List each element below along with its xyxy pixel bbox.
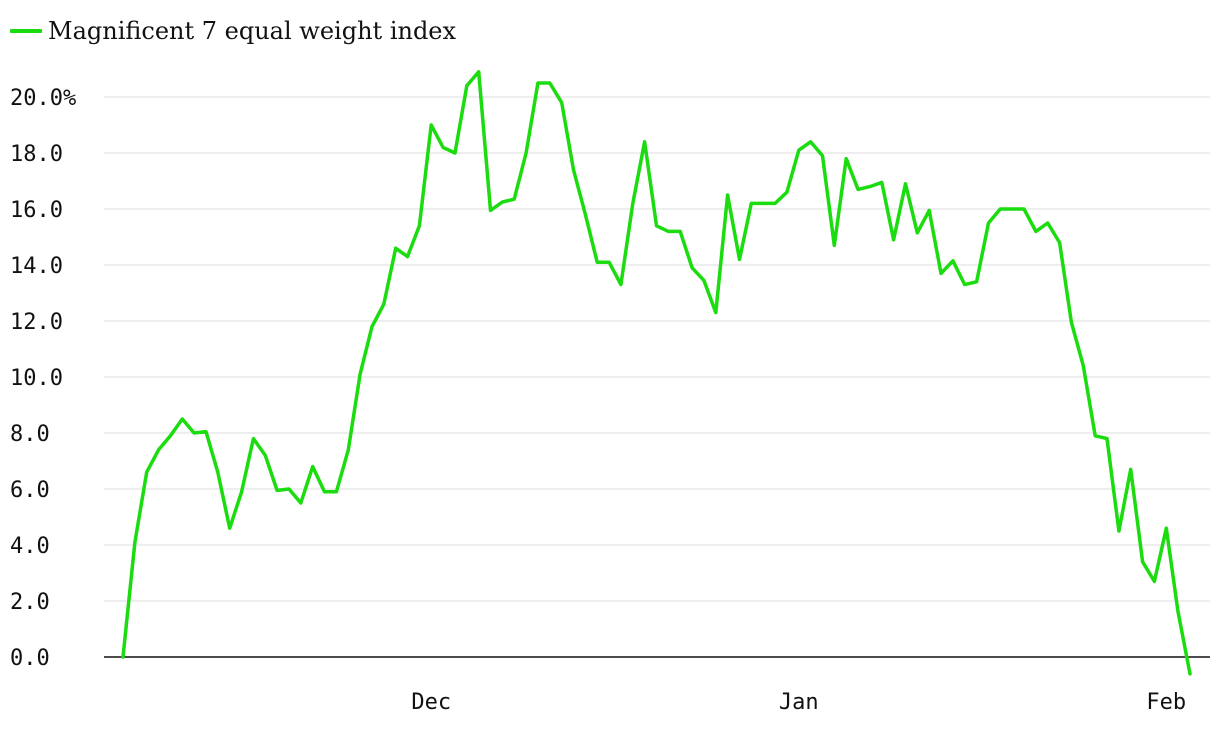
x-tick-label: Jan (779, 690, 819, 715)
y-tick-label: 12.0 (10, 310, 63, 335)
y-tick-label: 8.0 (10, 422, 50, 447)
y-axis-labels: 0.0 2.0 4.0 6.0 8.0 10.0 12.0 14.0 16.0 18.0 20.0% (10, 86, 76, 671)
y-tick-label: 10.0 (10, 366, 63, 391)
x-axis-labels: DecJanFebMar (411, 690, 1186, 715)
x-tick-label: Dec (411, 690, 451, 715)
series-line-magnificent-7 (121, 70, 1192, 676)
y-tick-label: 2.0 (10, 590, 50, 615)
y-tick-label: 16.0 (10, 198, 63, 223)
y-tick-label: 14.0 (10, 254, 63, 279)
y-tick-label: 0.0 (10, 646, 50, 671)
y-tick-label: 18.0 (10, 142, 63, 167)
legend-swatch (10, 29, 42, 33)
legend-label: Magnificent 7 equal weight index (48, 17, 457, 45)
y-tick-label: 4.0 (10, 534, 50, 559)
chart-legend: Magnificent 7 equal weight index (10, 14, 456, 48)
y-tick-label: 6.0 (10, 478, 50, 503)
gridlines (104, 96, 1210, 602)
x-tick-label: Feb (1146, 690, 1186, 715)
y-tick-label: 20.0% (10, 86, 76, 111)
